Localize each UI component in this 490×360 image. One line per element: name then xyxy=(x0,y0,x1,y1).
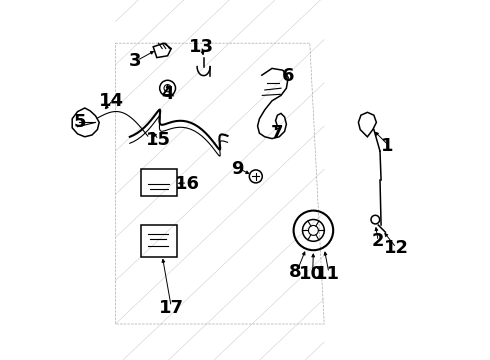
Text: 13: 13 xyxy=(189,38,214,56)
Text: 15: 15 xyxy=(146,131,171,149)
Text: 10: 10 xyxy=(299,265,324,283)
Text: 17: 17 xyxy=(159,299,184,317)
Text: 5: 5 xyxy=(73,113,86,131)
Text: 16: 16 xyxy=(175,175,200,193)
Text: 6: 6 xyxy=(282,67,294,85)
Text: 2: 2 xyxy=(372,232,385,250)
Text: 4: 4 xyxy=(161,85,174,103)
Text: 14: 14 xyxy=(99,92,124,110)
Text: 9: 9 xyxy=(232,160,244,178)
Text: 11: 11 xyxy=(315,265,340,283)
Text: 7: 7 xyxy=(271,124,284,142)
Text: 12: 12 xyxy=(384,239,409,257)
Text: 8: 8 xyxy=(289,263,302,281)
Text: 3: 3 xyxy=(129,52,142,70)
Text: 1: 1 xyxy=(381,137,393,155)
